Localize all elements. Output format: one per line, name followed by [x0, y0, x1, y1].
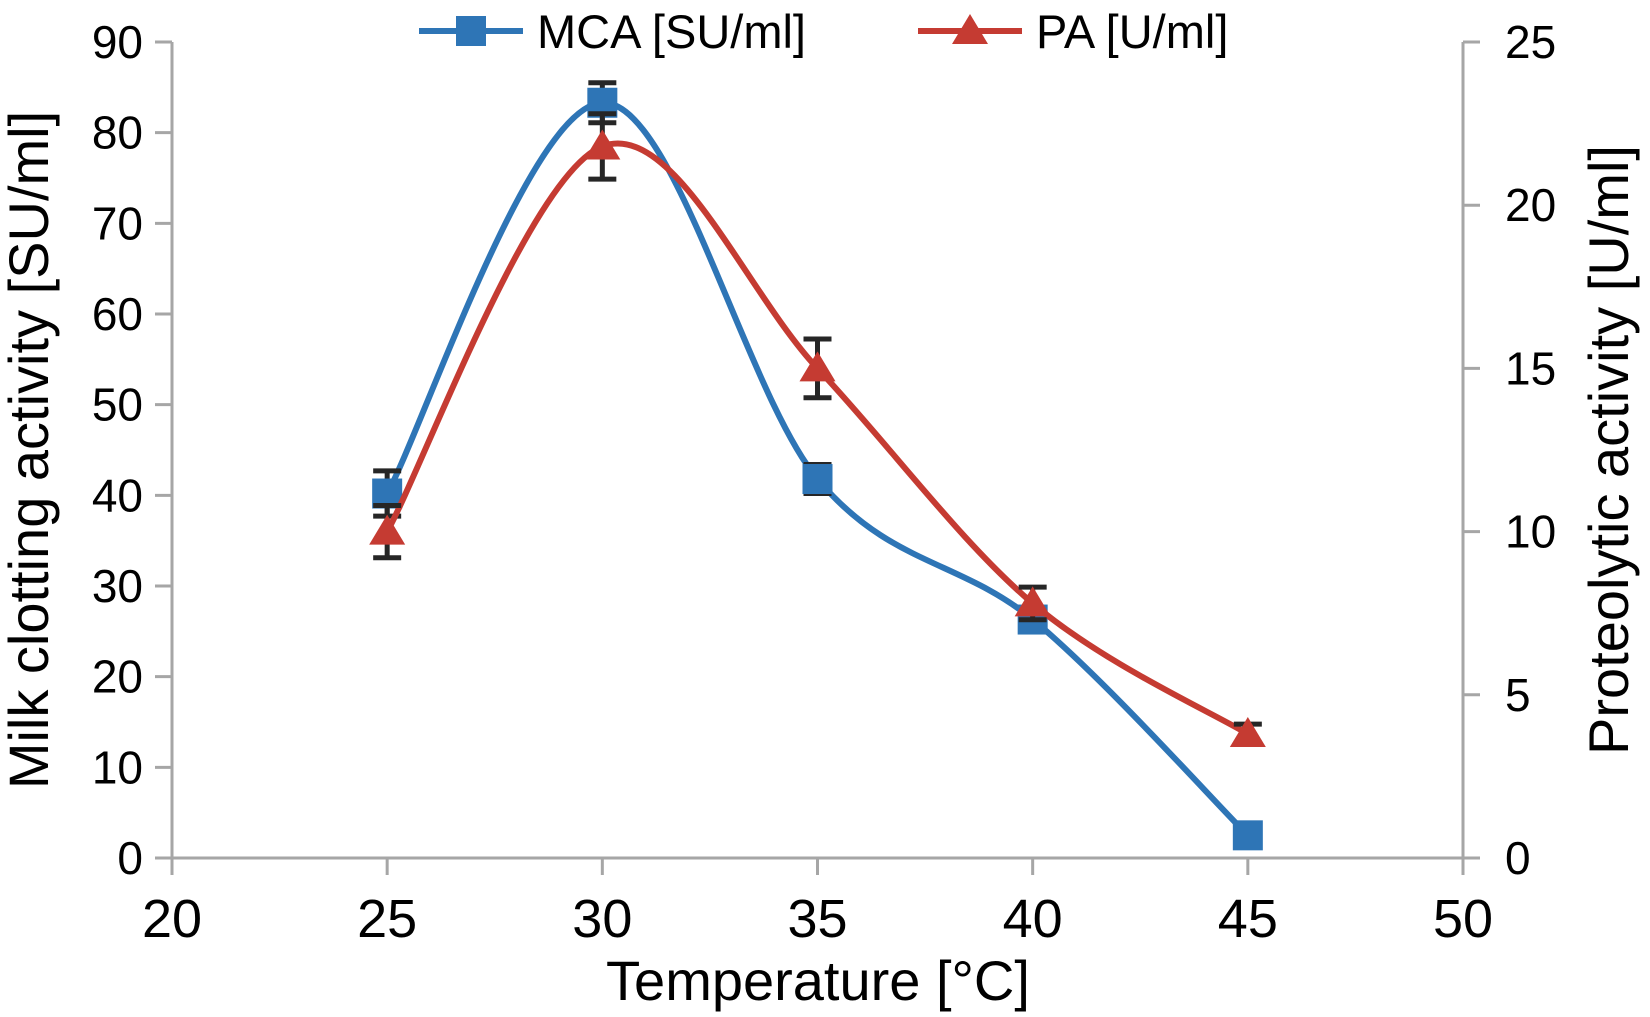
x-axis-tick-label: 40: [1003, 889, 1063, 949]
x-axis-tick-label: 35: [787, 889, 847, 949]
pa-data-point-marker: [1014, 586, 1051, 617]
legend-label-mca: MCA [SU/ml]: [537, 5, 806, 58]
x-axis-tick-label: 30: [572, 889, 632, 949]
mca-series: [372, 80, 1263, 851]
legend-item-mca: MCA [SU/ml]: [419, 5, 806, 58]
x-axis-title: Temperature [°C]: [606, 949, 1030, 1012]
left-axis-tick-label: 70: [92, 197, 143, 249]
left-axis-tick-label: 30: [92, 560, 143, 612]
right-axis-tick-label: 10: [1505, 506, 1556, 558]
mca-series-line: [384, 99, 1251, 839]
left-axis-tick-label: 60: [92, 288, 143, 340]
right-axis-tick-label: 25: [1505, 16, 1556, 68]
left-axis-tick-label: 20: [92, 651, 143, 703]
right-axis-tick-label: 0: [1505, 832, 1531, 884]
mca-data-point-marker: [802, 464, 833, 495]
legend-label-pa: PA [U/ml]: [1036, 5, 1228, 58]
right-axis-title: Proteolytic activity [U/ml]: [1577, 145, 1640, 755]
pa-data-point-marker: [369, 514, 406, 545]
plot-area: 0 10 20 30 40 50 60 70 80 90 0 5 10 15 20 25 20 25 30 35 40 4…: [92, 16, 1556, 949]
x-axis-tick-label: 20: [142, 889, 202, 949]
x-axis-tick-label: 45: [1218, 889, 1278, 949]
pa-series: [369, 111, 1266, 747]
left-axis-tick-label: 40: [92, 469, 143, 521]
left-axis-tick-label: 50: [92, 379, 143, 431]
x-axis-tick-label: 25: [357, 889, 417, 949]
x-axis-tick-label: 50: [1433, 889, 1493, 949]
legend: MCA [SU/ml] PA [U/ml]: [419, 5, 1228, 58]
pa-series-line: [384, 140, 1251, 737]
right-axis-tick-label: 20: [1505, 179, 1556, 231]
left-axis-tick-label: 80: [92, 107, 143, 159]
mca-legend-marker-icon: [419, 16, 523, 46]
right-axis-tick-label: 15: [1505, 342, 1556, 394]
left-axis-tick-label: 90: [92, 16, 143, 68]
pa-data-point-marker: [799, 351, 836, 382]
mca-legend-symbol: [456, 16, 486, 46]
left-axis-tick-label: 0: [117, 832, 143, 884]
mca-data-point-marker: [1232, 820, 1263, 851]
legend-item-pa: PA [U/ml]: [918, 5, 1228, 58]
pa-data-point-marker: [1229, 716, 1266, 747]
pa-legend-marker-icon: [918, 14, 1022, 44]
left-axis-title: Milk clotting activity [SU/ml]: [0, 111, 60, 789]
left-axis-tick-label: 10: [92, 741, 143, 793]
pa-data-point-marker: [584, 129, 621, 160]
pa-legend-symbol: [952, 14, 988, 44]
right-axis-tick-label: 5: [1505, 669, 1531, 721]
